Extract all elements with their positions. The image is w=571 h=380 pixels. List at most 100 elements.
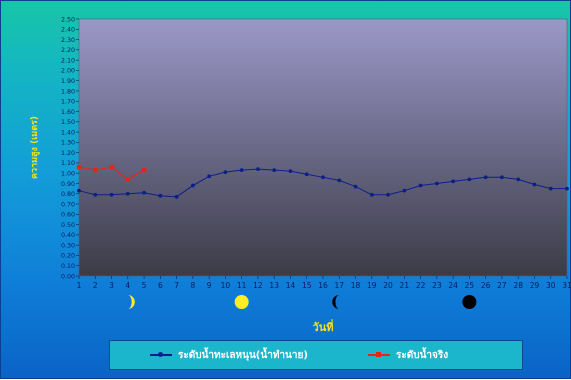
y-tick-label: 0.00 (61, 273, 75, 280)
x-tick-label: 19 (367, 281, 377, 290)
x-tick-label: 15 (302, 281, 312, 290)
data-point (369, 192, 374, 197)
data-point (158, 193, 163, 198)
y-tick-label: 2.30 (61, 37, 75, 44)
x-tick-label: 3 (109, 281, 114, 290)
x-tick-label: 26 (481, 281, 491, 290)
x-tick-label: 11 (237, 281, 247, 290)
data-point (467, 177, 472, 182)
x-tick-label: 4 (125, 281, 130, 290)
x-tick-label: 7 (174, 281, 179, 290)
y-tick-label: 1.50 (61, 119, 75, 126)
legend-label-actual: ระดับน้ำจริง (396, 350, 449, 361)
series-layer (76, 164, 569, 199)
y-tick-label: 2.50 (61, 16, 75, 23)
y-tick-label: 0.20 (61, 253, 75, 260)
x-tick-label: 23 (432, 281, 442, 290)
data-point (288, 169, 293, 174)
y-tick-label: 2.20 (61, 47, 75, 54)
y-tick-label: 1.10 (61, 160, 75, 167)
x-tick-label: 31 (562, 281, 571, 290)
x-tick-label: 1 (77, 281, 82, 290)
y-tick-label: 1.30 (61, 140, 75, 147)
data-point (109, 164, 114, 170)
legend-marker-predicted (158, 352, 163, 357)
y-tick-label: 1.20 (61, 150, 75, 157)
data-point (321, 175, 325, 180)
y-tick-label: 0.10 (61, 263, 75, 270)
data-point (272, 168, 277, 173)
data-point (141, 167, 147, 173)
legend-line-actual (368, 352, 390, 357)
y-tick-label: 0.80 (61, 191, 75, 198)
data-point (532, 182, 537, 187)
data-point (483, 175, 488, 180)
data-point (93, 192, 98, 197)
data-point (353, 184, 358, 189)
y-tick-label: 0.90 (61, 181, 75, 188)
data-point (500, 175, 504, 180)
x-tick-label: 27 (497, 281, 507, 290)
legend-label-predicted: ระดับน้ำทะเลหนุน(น้ำทำนาย) (178, 350, 308, 361)
legend-marker-actual (376, 352, 381, 357)
x-tick-label: 22 (416, 281, 426, 290)
y-tick-label: 0.30 (61, 242, 75, 249)
data-point (93, 167, 98, 173)
data-point (142, 190, 146, 195)
x-tick-label: 24 (448, 281, 458, 290)
x-tick-label: 17 (334, 281, 344, 290)
plot-area (78, 18, 568, 277)
data-point (418, 183, 423, 188)
y-tick-label: 1.90 (61, 78, 75, 85)
y-tick-label: 2.40 (61, 27, 75, 34)
x-tick-label: 2 (93, 281, 98, 290)
data-point (239, 168, 244, 173)
data-point (434, 181, 439, 186)
first-quarter-icon (127, 295, 135, 309)
x-axis-ticks: 1 2 3 4 5 6 7 8 9 10 11 12 13 14 15 16 17 18 19 20 21 22 23 24 2… (77, 276, 571, 290)
x-tick-label: 18 (351, 281, 361, 290)
legend-line-predicted (150, 352, 172, 357)
y-tick-label: 1.40 (61, 129, 75, 136)
y-tick-label: 1.80 (61, 88, 75, 95)
data-point (125, 177, 130, 182)
x-tick-label: 20 (383, 281, 393, 290)
moon-phase-layer (127, 295, 477, 309)
data-point (304, 172, 309, 177)
y-tick-label: 0.70 (61, 201, 75, 208)
x-tick-label: 10 (221, 281, 231, 290)
x-tick-label: 5 (142, 281, 147, 290)
x-tick-label: 21 (400, 281, 410, 290)
x-tick-label: 13 (269, 281, 279, 290)
data-point (174, 194, 179, 199)
data-point (565, 186, 569, 191)
y-tick-label: 0.50 (61, 222, 75, 229)
legend: ระดับน้ำทะเลหนุน(น้ำทำนาย) ระดับน้ำจริง (109, 340, 523, 370)
x-tick-label: 29 (530, 281, 540, 290)
data-point (109, 192, 114, 197)
y-axis-ticks: 0.00 0.10 0.20 0.30 0.40 0.50 0.60 0.70 0.80 0.90… (61, 16, 79, 280)
data-point (337, 178, 342, 183)
data-point (516, 177, 521, 182)
y-tick-label: 1.00 (61, 171, 75, 178)
y-tick-label: 0.60 (61, 212, 75, 219)
y-axis-label: ความสูง (เมตร) (30, 116, 40, 179)
data-point (190, 183, 195, 188)
full-moon-icon (234, 295, 249, 309)
y-tick-label: 2.10 (61, 57, 75, 64)
y-tick-label: 0.40 (61, 232, 75, 239)
x-tick-label: 8 (190, 281, 195, 290)
data-point (256, 167, 260, 171)
y-tick-label: 1.60 (61, 109, 75, 116)
x-tick-label: 12 (253, 281, 263, 290)
last-quarter-icon (332, 295, 340, 309)
x-tick-label: 14 (286, 281, 296, 290)
data-point (77, 188, 81, 193)
x-tick-label: 6 (158, 281, 163, 290)
data-point (402, 188, 407, 193)
data-point (451, 179, 456, 184)
x-tick-label: 28 (513, 281, 523, 290)
y-tick-label: 1.70 (61, 99, 75, 106)
